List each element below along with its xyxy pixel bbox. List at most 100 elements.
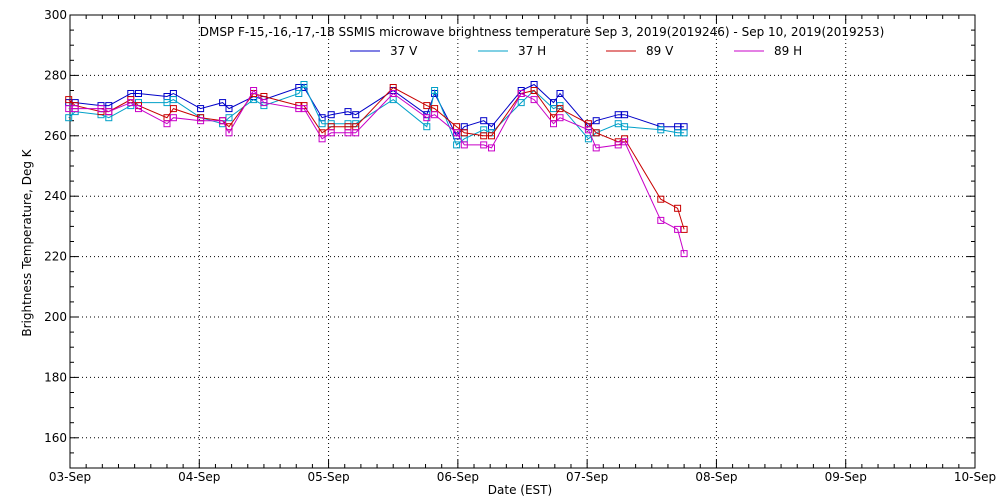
x-tick-label: 05-Sep — [307, 470, 349, 484]
data-point — [592, 144, 600, 152]
chart-title: DMSP F-15,-16,-17,-18 SSMIS microwave br… — [200, 25, 885, 39]
data-point — [225, 105, 233, 113]
data-point — [389, 90, 397, 97]
x-axis-label: Date (EST) — [488, 483, 552, 497]
x-axis: 03-Sep 04-Sep 05-Sep 06-Sep 07-Sep 08-Sep 09-S… — [49, 15, 996, 484]
data-point — [327, 129, 335, 137]
x-tick-label: 10-Sep — [954, 470, 996, 484]
data-point — [556, 105, 564, 113]
data-point — [621, 123, 629, 131]
data-point — [225, 129, 233, 137]
data-point — [318, 120, 326, 128]
y-axis: 160 180 200 220 240 260 280 300 — [44, 8, 975, 454]
data-point — [163, 120, 171, 128]
data-point — [169, 105, 177, 113]
legend: 37 V 37 H 89 V 89 H — [350, 44, 802, 58]
data-point — [657, 195, 665, 203]
y-tick-label: 260 — [44, 129, 67, 143]
y-tick-label: 200 — [44, 310, 67, 324]
data-point — [423, 123, 431, 131]
x-tick-label: 04-Sep — [178, 470, 220, 484]
data-point — [295, 105, 303, 113]
data-point — [431, 87, 439, 94]
data-point — [431, 111, 439, 119]
data-point — [621, 138, 629, 146]
series-89-v — [65, 84, 688, 233]
data-point — [169, 96, 177, 104]
grid — [70, 15, 975, 468]
data-point — [657, 126, 665, 134]
data-point — [423, 114, 431, 122]
series-line — [68, 86, 685, 230]
y-tick-label: 280 — [44, 68, 67, 82]
series-89-h — [65, 87, 688, 258]
data-point — [480, 141, 488, 149]
data-point — [344, 129, 352, 137]
data-point — [488, 144, 495, 152]
data-point — [680, 129, 688, 137]
data-point — [592, 129, 600, 137]
data-point — [592, 117, 600, 125]
y-tick-label: 160 — [44, 431, 67, 445]
data-point — [327, 111, 335, 119]
data-point — [517, 90, 525, 97]
data-point — [169, 114, 177, 122]
data-point — [352, 111, 360, 119]
data-point — [344, 108, 352, 116]
data-point — [197, 117, 205, 125]
plot-frame — [69, 14, 976, 469]
x-tick-label: 09-Sep — [825, 470, 867, 484]
data-point — [219, 99, 227, 107]
data-point — [453, 141, 461, 149]
data-point — [480, 117, 488, 125]
legend-label: 89 H — [774, 44, 802, 58]
data-point — [65, 114, 73, 122]
data-point — [65, 96, 73, 104]
data-point — [423, 102, 431, 110]
data-point — [480, 132, 488, 140]
x-tick-label: 07-Sep — [566, 470, 608, 484]
legend-label: 89 V — [646, 44, 674, 58]
x-tick-label: 08-Sep — [695, 470, 737, 484]
data-point — [674, 225, 682, 233]
data-point — [300, 81, 308, 88]
data-point — [71, 105, 79, 113]
data-point — [657, 216, 665, 224]
data-point — [250, 87, 258, 94]
data-point — [680, 250, 688, 258]
data-point — [517, 99, 525, 107]
data-point — [556, 90, 564, 97]
y-tick-label: 220 — [44, 250, 67, 264]
y-tick-label: 180 — [44, 370, 67, 384]
data-point — [530, 96, 538, 104]
data-point — [556, 114, 564, 122]
data-point — [460, 141, 468, 149]
data-point — [300, 105, 308, 113]
data-point — [97, 105, 105, 113]
series-line — [68, 89, 685, 254]
data-point — [460, 129, 468, 137]
data-point — [674, 204, 682, 212]
data-point — [260, 99, 268, 107]
data-point — [530, 87, 538, 94]
data-point — [295, 90, 303, 97]
data-point — [127, 99, 135, 107]
data-point — [219, 117, 227, 125]
series-layer — [65, 81, 688, 258]
data-point — [135, 90, 142, 97]
data-point — [105, 108, 113, 116]
data-point — [488, 132, 495, 140]
x-tick-label: 03-Sep — [49, 470, 91, 484]
data-point — [197, 105, 205, 113]
data-point — [621, 111, 629, 119]
legend-label: 37 V — [390, 44, 418, 58]
data-point — [453, 129, 461, 137]
data-point — [584, 135, 592, 143]
y-axis-label: Brightness Temperature, Deg K — [20, 148, 34, 336]
data-point — [550, 120, 557, 128]
data-point — [318, 135, 326, 143]
y-tick-label: 300 — [44, 8, 67, 22]
x-tick-label: 06-Sep — [437, 470, 479, 484]
legend-label: 37 H — [518, 44, 546, 58]
